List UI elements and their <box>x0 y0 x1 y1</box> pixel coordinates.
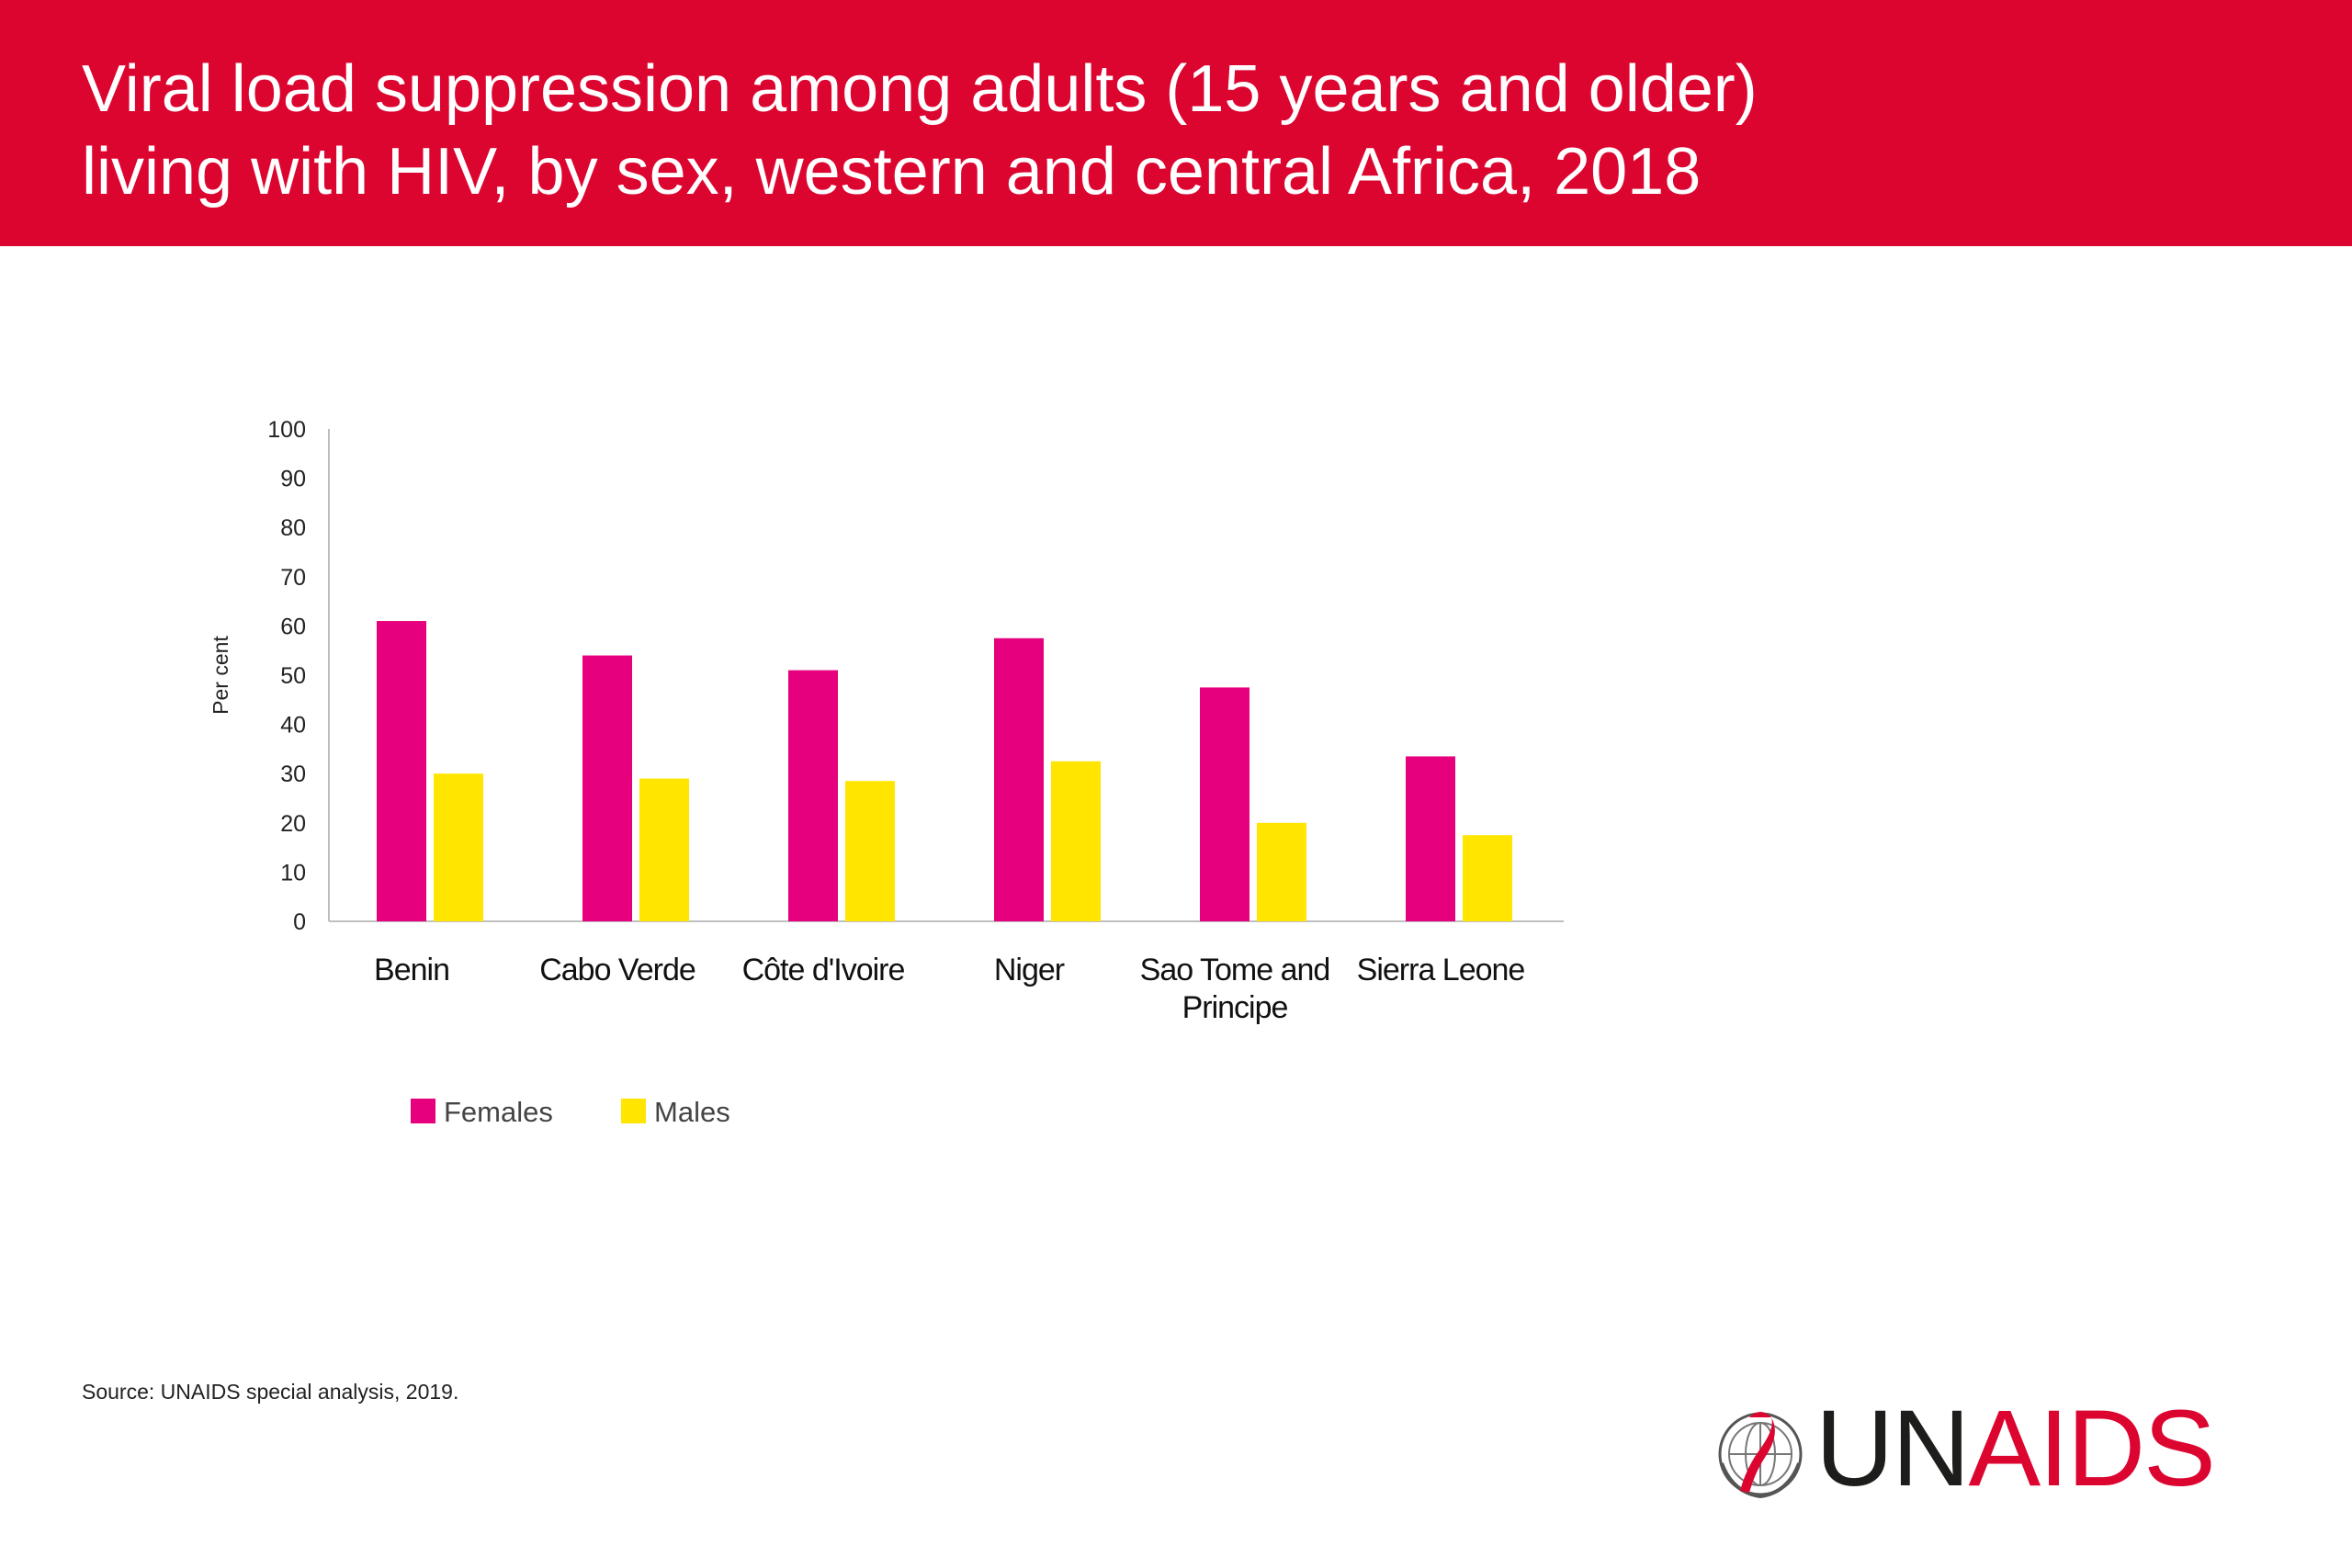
y-tick-label: 80 <box>280 515 306 541</box>
page-title: Viral load suppression among adults (15 … <box>82 48 1758 213</box>
legend-label-females: Females <box>444 1096 553 1128</box>
bar-females <box>1200 687 1250 921</box>
y-tick-label: 10 <box>280 860 306 886</box>
title-banner: Viral load suppression among adults (15 … <box>0 0 2352 246</box>
un-emblem-ribbon-icon <box>1718 1412 1803 1499</box>
bar-males <box>1051 761 1101 921</box>
x-category-label: Sierra Leone <box>1357 953 1525 987</box>
x-category-label: Benin <box>374 953 449 987</box>
bar-females <box>788 670 838 921</box>
logo-aids-text: AIDS <box>1968 1388 2215 1509</box>
unaids-logo: UNAIDS <box>1714 1393 2216 1504</box>
y-tick-label: 20 <box>280 811 306 837</box>
legend-swatch-females <box>411 1099 435 1123</box>
bar-males <box>639 778 689 921</box>
x-category-label: Niger <box>994 953 1065 987</box>
x-category-label: Principe <box>1182 990 1288 1025</box>
title-line-2: living with HIV, by sex, western and cen… <box>82 135 1702 209</box>
bar-females <box>582 655 632 921</box>
y-tick-label: 90 <box>280 467 306 492</box>
y-tick-label: 40 <box>280 713 306 739</box>
x-category-label: Sao Tome and <box>1140 953 1330 987</box>
bar-females <box>377 621 426 921</box>
bar-females <box>994 637 1044 921</box>
y-tick-label: 50 <box>280 663 306 689</box>
bar-males <box>1257 822 1306 921</box>
source-note: Source: UNAIDS special analysis, 2019. <box>82 1380 459 1404</box>
y-axis-label: Per cent <box>209 636 232 715</box>
bar-males <box>845 781 895 921</box>
bar-males <box>434 773 483 921</box>
y-tick-label: 100 <box>267 417 306 443</box>
y-tick-label: 0 <box>293 909 306 935</box>
y-tick-label: 70 <box>280 565 306 591</box>
title-line-1: Viral load suppression among adults (15 … <box>82 52 1758 126</box>
bar-females <box>1406 756 1455 921</box>
y-tick-label: 60 <box>280 614 306 639</box>
logo-wordmark: UNAIDS <box>1815 1393 2216 1504</box>
bar-males <box>1463 835 1512 921</box>
logo-un-text: UN <box>1815 1388 1970 1509</box>
y-tick-label: 30 <box>280 761 306 787</box>
x-category-label: Côte d'Ivoire <box>742 953 905 987</box>
legend-label-males: Males <box>654 1096 730 1128</box>
legend-swatch-males <box>621 1099 646 1123</box>
x-category-label: Cabo Verde <box>539 953 695 987</box>
